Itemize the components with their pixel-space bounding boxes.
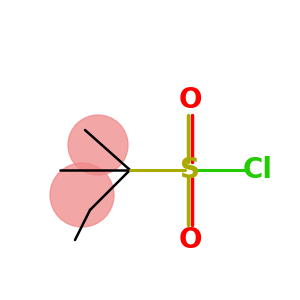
Text: S: S <box>180 156 200 184</box>
Text: O: O <box>178 86 202 114</box>
Text: O: O <box>178 226 202 254</box>
Circle shape <box>68 115 128 175</box>
Text: Cl: Cl <box>243 156 273 184</box>
Circle shape <box>50 163 114 227</box>
